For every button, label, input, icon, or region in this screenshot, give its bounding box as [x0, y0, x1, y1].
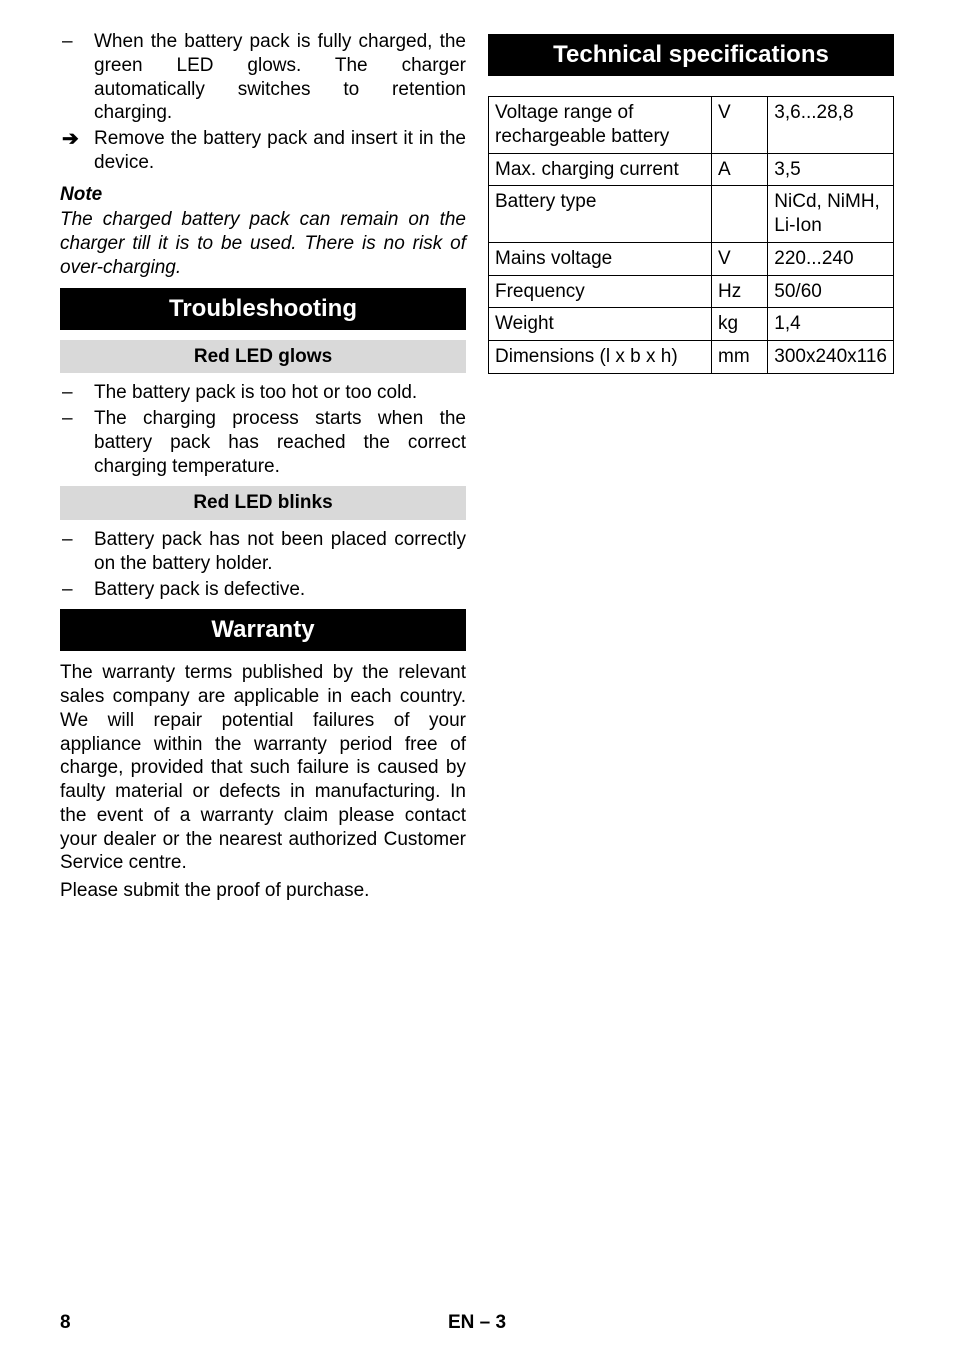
note-body: The charged battery pack can remain on t… — [60, 208, 466, 279]
red-led-blinks-heading: Red LED blinks — [60, 486, 466, 520]
list-item: – Battery pack is defective. — [60, 578, 466, 602]
spec-unit — [712, 186, 768, 243]
spec-value: 50/60 — [768, 275, 894, 308]
list-item-text: Battery pack has not been placed correct… — [94, 528, 466, 576]
red-glows-list: – The battery pack is too hot or too col… — [60, 381, 466, 478]
spec-table: Voltage range of rechargeable batteryV3,… — [488, 96, 894, 374]
warranty-paragraph-2: Please submit the proof of purchase. — [60, 879, 466, 903]
spec-value: NiCd, NiMH, Li-Ion — [768, 186, 894, 243]
dash-icon: – — [60, 30, 94, 125]
table-row: Mains voltageV220...240 — [489, 242, 894, 275]
page-footer: 8 EN – 3 8 — [60, 1292, 894, 1334]
dash-icon: – — [60, 407, 94, 478]
list-item: – The battery pack is too hot or too col… — [60, 381, 466, 405]
table-row: Voltage range of rechargeable batteryV3,… — [489, 97, 894, 154]
spec-value: 3,6...28,8 — [768, 97, 894, 154]
spec-value: 1,4 — [768, 308, 894, 341]
troubleshooting-heading: Troubleshooting — [60, 288, 466, 330]
footer-center: EN – 3 — [71, 1312, 884, 1334]
spec-unit: kg — [712, 308, 768, 341]
red-blinks-list: – Battery pack has not been placed corre… — [60, 528, 466, 601]
spec-label: Dimensions (l x b x h) — [489, 341, 712, 374]
two-column-layout: – When the battery pack is fully charged… — [60, 30, 894, 1292]
intro-list: – When the battery pack is fully charged… — [60, 30, 466, 175]
warranty-paragraph-1: The warranty terms published by the rele… — [60, 661, 466, 875]
spec-label: Max. charging current — [489, 153, 712, 186]
spec-unit: Hz — [712, 275, 768, 308]
tech-spec-heading: Technical specifications — [488, 34, 894, 76]
page-number-left: 8 — [60, 1312, 71, 1334]
table-row: Battery type NiCd, NiMH, Li-Ion — [489, 186, 894, 243]
dash-icon: – — [60, 381, 94, 405]
spec-label: Mains voltage — [489, 242, 712, 275]
list-item-text: The charging process starts when the bat… — [94, 407, 466, 478]
left-column: – When the battery pack is fully charged… — [60, 30, 466, 1292]
dash-icon: – — [60, 528, 94, 576]
spec-unit: V — [712, 97, 768, 154]
table-row: Max. charging currentA3,5 — [489, 153, 894, 186]
list-item-text: The battery pack is too hot or too cold. — [94, 381, 466, 405]
spec-label: Weight — [489, 308, 712, 341]
warranty-heading: Warranty — [60, 609, 466, 651]
list-item: – When the battery pack is fully charged… — [60, 30, 466, 125]
note-heading: Note — [60, 183, 466, 207]
spec-unit: mm — [712, 341, 768, 374]
arrow-right-icon: ➔ — [60, 127, 94, 175]
list-item: – Battery pack has not been placed corre… — [60, 528, 466, 576]
spec-value: 300x240x116 — [768, 341, 894, 374]
right-column: Technical specifications Voltage range o… — [488, 30, 894, 1292]
red-led-glows-heading: Red LED glows — [60, 340, 466, 374]
table-row: Weightkg1,4 — [489, 308, 894, 341]
table-row: FrequencyHz50/60 — [489, 275, 894, 308]
spec-value: 220...240 — [768, 242, 894, 275]
spec-label: Battery type — [489, 186, 712, 243]
list-item-text: When the battery pack is fully charged, … — [94, 30, 466, 125]
table-row: Dimensions (l x b x h)mm300x240x116 — [489, 341, 894, 374]
dash-icon: – — [60, 578, 94, 602]
spec-unit: A — [712, 153, 768, 186]
spec-label: Voltage range of rechargeable battery — [489, 97, 712, 154]
spec-unit: V — [712, 242, 768, 275]
page-root: – When the battery pack is fully charged… — [0, 0, 954, 1354]
footer-section: 3 — [495, 1312, 506, 1333]
list-item: – The charging process starts when the b… — [60, 407, 466, 478]
spec-label: Frequency — [489, 275, 712, 308]
spec-value: 3,5 — [768, 153, 894, 186]
list-item: ➔ Remove the battery pack and insert it … — [60, 127, 466, 175]
list-item-text: Remove the battery pack and insert it in… — [94, 127, 466, 175]
footer-lang: EN — [448, 1312, 474, 1333]
list-item-text: Battery pack is defective. — [94, 578, 466, 602]
footer-sep: – — [480, 1312, 491, 1333]
